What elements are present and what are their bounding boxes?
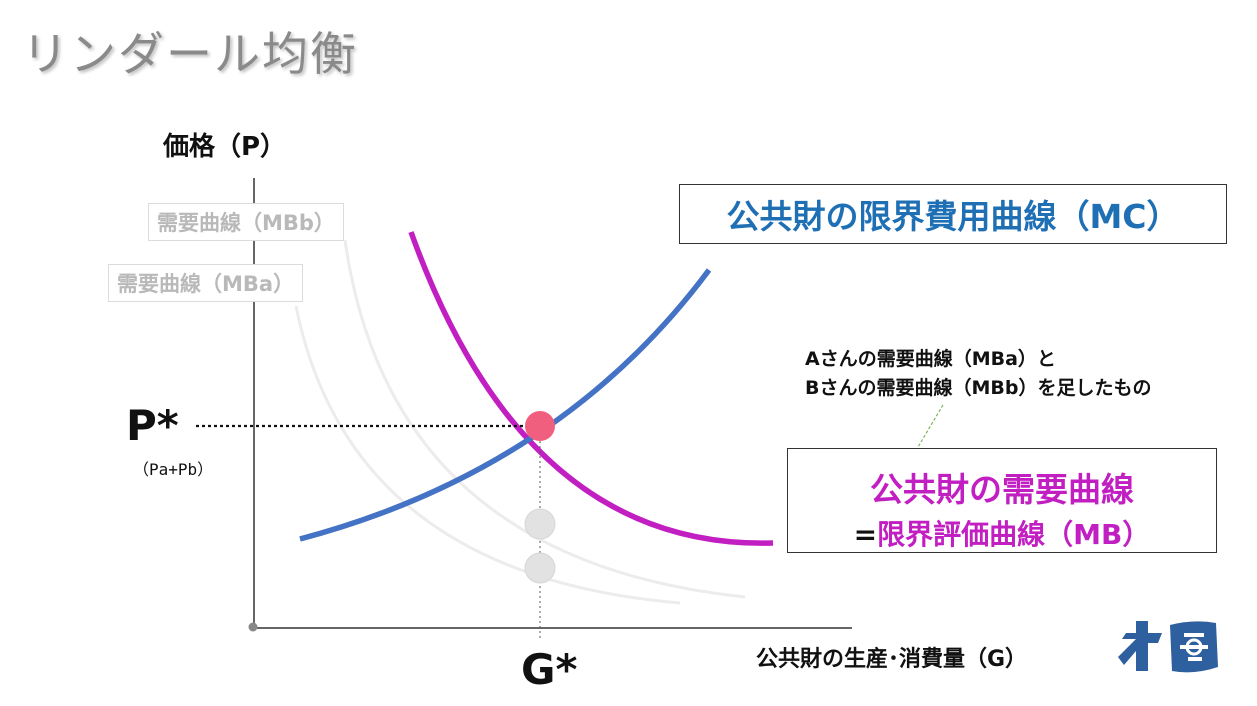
mc-label-box: 公共財の限界費用曲線（MC） (679, 184, 1227, 244)
y-axis-label: 価格（P） (163, 132, 287, 162)
brand-logo-icon (1118, 621, 1218, 673)
mb-equals: = (853, 518, 878, 551)
g-star-label: G* (521, 645, 578, 694)
mb-label-line1: 公共財の需要曲線 (870, 470, 1134, 509)
note-line1: Aさんの需要曲線（MBa）と (805, 348, 1056, 370)
note-line2: Bさんの需要曲線（MBb）を足したもの (805, 377, 1152, 399)
demand-mbb-label: 需要曲線（MBb） (148, 203, 344, 241)
sum-note: Aさんの需要曲線（MBa）と Bさんの需要曲線（MBb）を足したもの (805, 345, 1151, 403)
slide-title: リンダール均衡 (22, 27, 358, 81)
mb-label-box: 公共財の需要曲線 =限界評価曲線（MB） (787, 448, 1217, 553)
mb-label-text: 限界評価曲線（MB） (877, 518, 1151, 551)
p-star-label: P* (126, 401, 179, 450)
origin-point (248, 622, 258, 632)
p-star-sub-label: （Pa+Pb） (133, 460, 214, 479)
point-mbb-gstar (524, 508, 556, 540)
demand-mba-label: 需要曲線（MBa） (108, 264, 304, 302)
x-axis-label: 公共財の生産･消費量（G） (756, 647, 1028, 672)
demand-curve-mbb (343, 239, 746, 599)
point-mba-gstar (524, 552, 556, 584)
mb-label-line2: =限界評価曲線（MB） (788, 513, 1216, 553)
mc-curve (299, 268, 712, 542)
mc-label: 公共財の限界費用曲線（MC） (726, 197, 1180, 236)
equilibrium-point (525, 411, 555, 441)
note-leader (917, 404, 944, 448)
mb-curve (408, 231, 774, 546)
demand-curve-mba (294, 305, 681, 605)
